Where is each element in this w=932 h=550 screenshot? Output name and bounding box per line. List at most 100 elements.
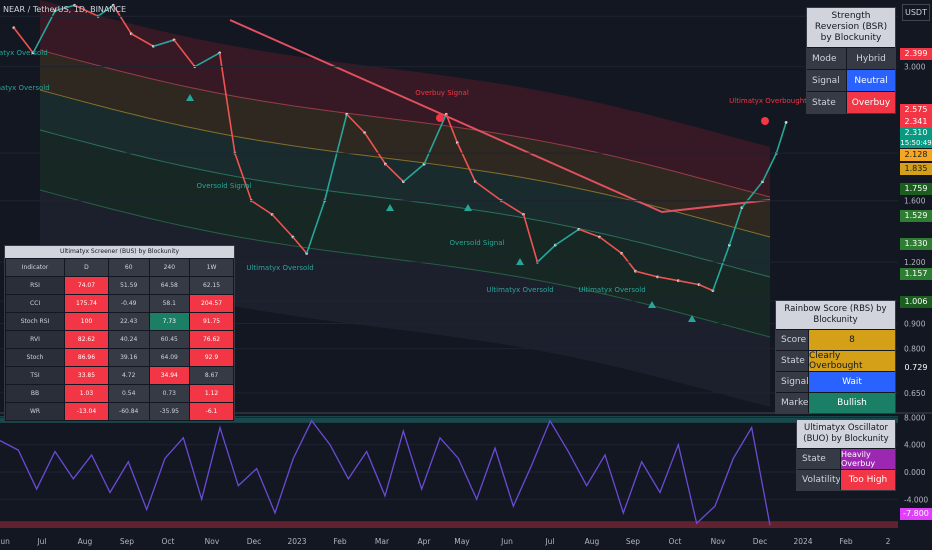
screener-cell: 91.75 [189, 312, 234, 331]
price-segment [536, 244, 556, 263]
screener-row-stoch: Stoch 86.96 39.16 64.09 92.9 [4, 348, 234, 367]
time-axis-tick: Aug [78, 537, 93, 546]
rbs-value: Bullish [808, 393, 895, 413]
buo-value: Too High [840, 470, 895, 490]
price-badge-green5: 1.006 [900, 296, 932, 308]
time-axis-tick: 2 [886, 537, 891, 546]
screener-cell: 33.85 [64, 366, 109, 385]
price-segment [130, 33, 154, 48]
price-axis-tick: 0.650 [904, 389, 926, 398]
screener-cell: 34.94 [148, 366, 191, 385]
screener-cell: 39.16 [107, 348, 150, 367]
screener-cell: 204.57 [189, 294, 234, 313]
price-segment [522, 214, 539, 263]
screener-indicator: Stoch RSI [4, 312, 66, 331]
price-segment [13, 27, 34, 54]
screener-cell: 64.09 [148, 348, 191, 367]
signal-annotation: Ultimatyx Oversold [246, 264, 313, 272]
price-segment [712, 244, 731, 291]
screener-indicator: RVI [4, 330, 66, 349]
time-axis-tick: 2023 [287, 537, 306, 546]
rbs-row-state: State Clearly Overbought [776, 350, 895, 371]
buo-panel: Ultimatyx Oscillator (BUO) by Blockunity… [796, 419, 896, 491]
channel-line-green [39, 189, 771, 338]
signal-annotation: Ultimatyx Oversold [0, 49, 48, 57]
screener-indicator: RSI [4, 276, 66, 295]
price-segment [456, 142, 476, 182]
current-price: 2.310 [904, 128, 928, 137]
price-segment [153, 39, 175, 48]
screener-row-wr: WR -13.04 -60.84 -35.95 -6.1 [4, 402, 234, 421]
signal-annotation: Ultimatyx Oversold [578, 286, 645, 294]
screener-cell: -60.84 [107, 402, 150, 421]
symbol-title[interactable]: NEAR / TetherUS, 1D, BINANCE [3, 5, 127, 14]
screener-cell: -13.04 [64, 402, 109, 421]
screener-cell: 40.24 [107, 330, 150, 349]
price-badge-yellow: 1.835 [900, 163, 932, 175]
price-segment [250, 200, 273, 216]
price-segment [761, 152, 778, 182]
screener-cell: 175.74 [64, 294, 109, 313]
signal-annotation: Oversold Signal [197, 182, 252, 190]
signal-annotation: Ultimatyx Overbought [729, 97, 807, 105]
price-segment [292, 236, 308, 254]
time-axis-tick: Sep [120, 537, 134, 546]
bsr-value: Neutral [846, 70, 895, 91]
bsr-panel: Strength Reversion (BSR) by Blockunity M… [806, 7, 896, 114]
buo-key: Volatility [797, 470, 841, 490]
buo-key: State [797, 449, 840, 469]
price-segment [402, 163, 425, 183]
screener-cell: 58.1 [148, 294, 191, 313]
bsr-key: State [807, 92, 846, 113]
price-segment [323, 114, 348, 201]
buy-triangle-icon [186, 94, 194, 101]
screener-cell: 0.73 [148, 384, 191, 403]
price-badge-green4: 1.157 [900, 268, 932, 280]
price-badge-white: 0.729 [900, 362, 932, 374]
screener-row-rsi: RSI 74.07 51.59 64.58 62.15 [4, 276, 234, 295]
time-axis-tick: Apr [418, 537, 432, 546]
bsr-panel-title: Strength Reversion (BSR) by Blockunity [807, 8, 895, 47]
price-segment [445, 113, 459, 144]
currency-button[interactable]: USDT [902, 4, 930, 21]
price-point [784, 121, 788, 124]
time-axis-tick: Dec [753, 537, 768, 546]
rbs-key: Signal [776, 372, 809, 392]
price-segment [728, 207, 743, 246]
price-segment [74, 4, 99, 17]
price-segment [775, 122, 787, 154]
time-axis-tick: Oct [162, 537, 175, 546]
screener-header-cell: Indicator [4, 258, 66, 277]
bsr-row-state: State Overbuy [807, 91, 895, 113]
moving-average-line [229, 19, 771, 214]
bsr-value: Hybrid [846, 48, 895, 69]
price-segment [173, 39, 196, 68]
screener-indicator: WR [4, 402, 66, 421]
price-axis-tick: 1.200 [904, 258, 926, 267]
time-axis-tick: Jul [36, 537, 46, 546]
countdown-timer: 15:50:49 [900, 139, 932, 147]
screener-cell: 82.62 [64, 330, 109, 349]
time-axis-tick: Aug [585, 537, 600, 546]
screener-cell: 86.96 [64, 348, 109, 367]
buy-triangle-icon [688, 315, 696, 322]
rbs-key: Market [776, 393, 812, 413]
screener-header-cell: D [64, 258, 109, 277]
rbs-value: Wait [808, 372, 895, 392]
signal-annotation: Ultimatyx Oversold [486, 286, 553, 294]
time-axis-tick: Oct [669, 537, 682, 546]
oscillator-line [0, 419, 771, 526]
price-segment [55, 4, 75, 12]
screener-cell: 8.67 [189, 366, 234, 385]
screener-cell: 0.54 [107, 384, 150, 403]
rbs-value: Clearly Overbought [808, 351, 895, 371]
screener-header-cell: 1W [189, 258, 234, 277]
buo-row-volatility: Volatility Too High [797, 469, 895, 490]
screener-cell: 64.58 [148, 276, 191, 295]
screener-indicator: TSI [4, 366, 66, 385]
price-segment [423, 113, 447, 165]
rbs-panel: Rainbow Score (RBS) by Blockunity Score … [775, 300, 896, 414]
screener-cell: 4.72 [107, 366, 150, 385]
